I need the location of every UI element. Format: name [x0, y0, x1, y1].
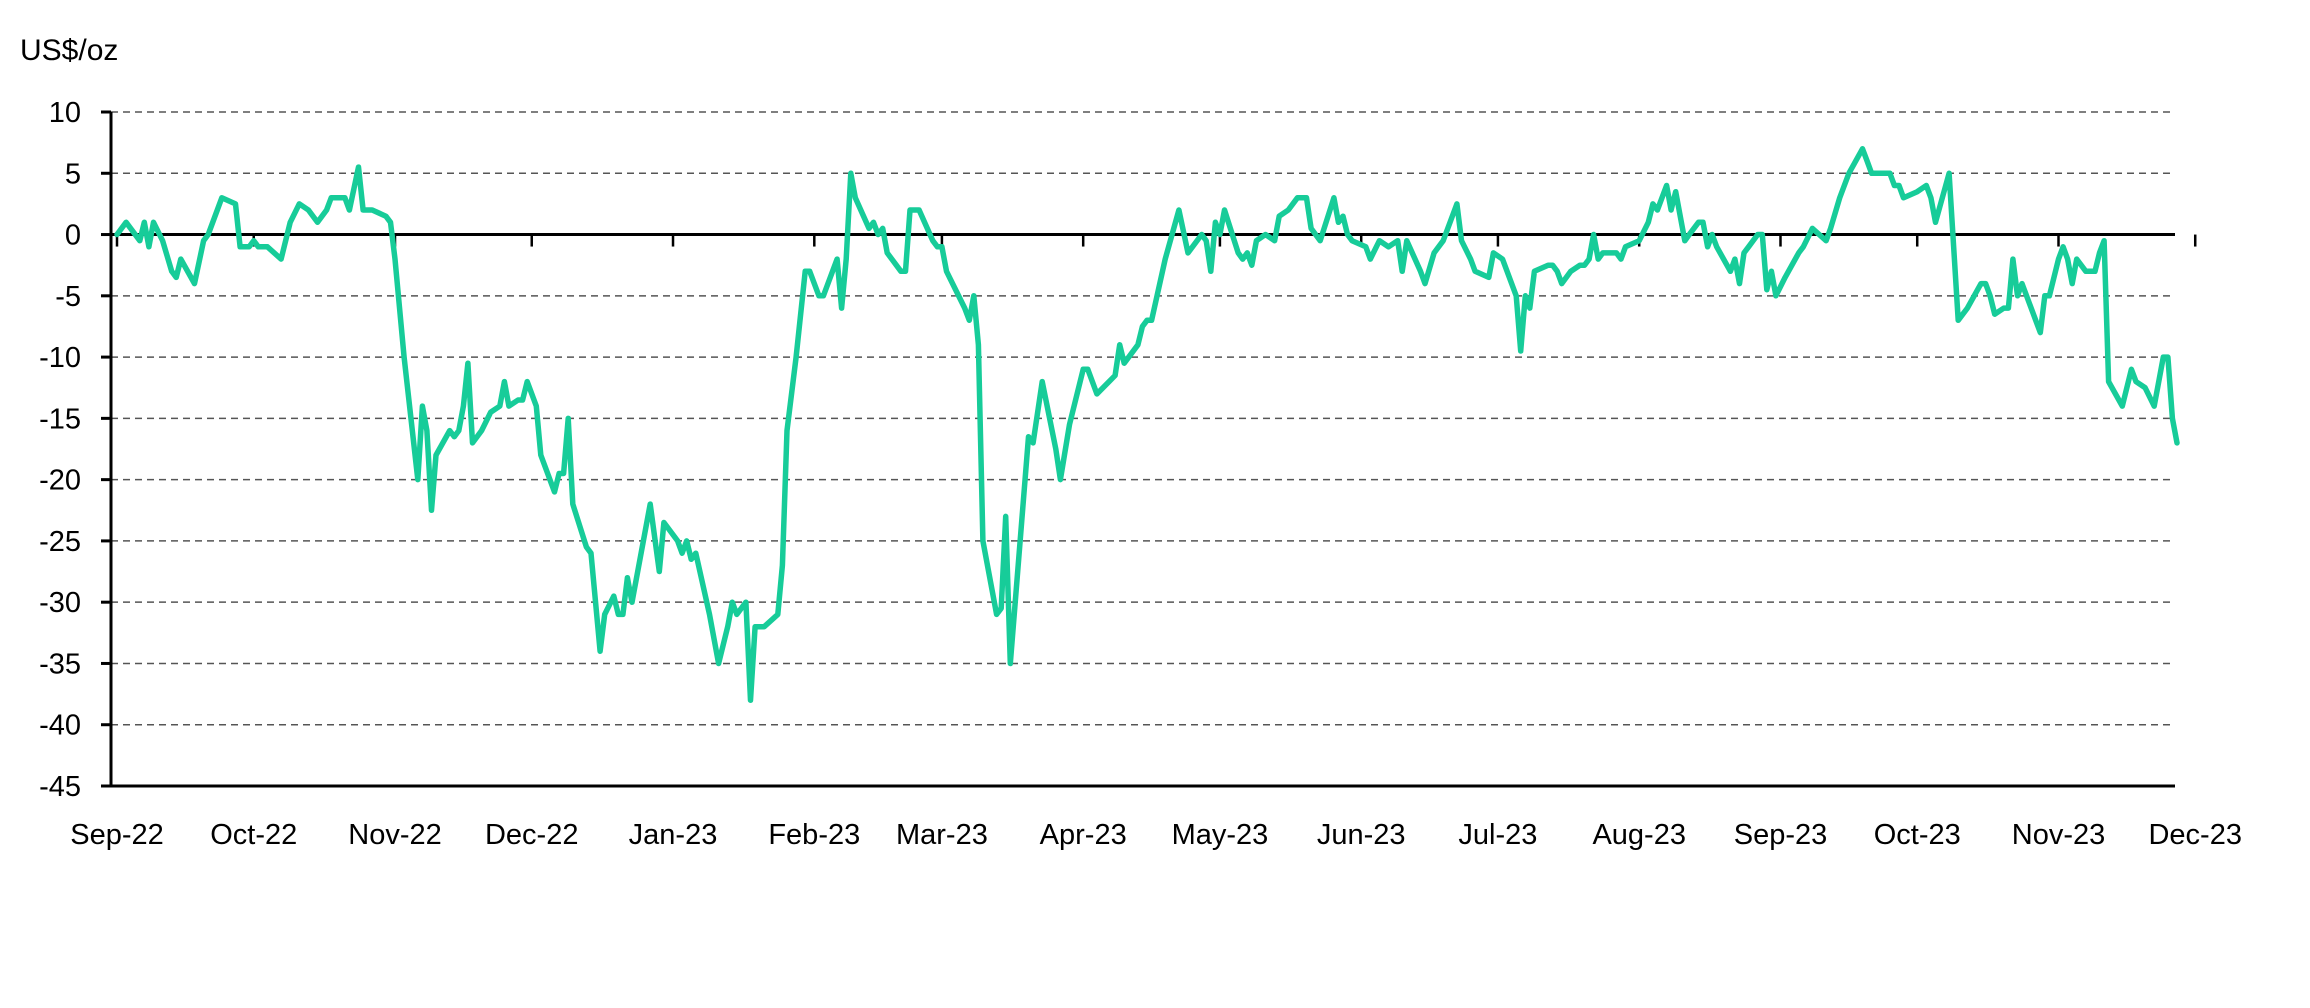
- y-tick-label: -35: [39, 648, 81, 680]
- y-tick-label: 10: [49, 97, 81, 129]
- x-tick-labels: Sep-22 Oct-22 Nov-22 Dec-22 Jan-23 Feb-23 Mar-…: [70, 819, 2242, 851]
- x-tick-label: Dec-23: [2148, 819, 2242, 851]
- x-tick-label: Aug-23: [1592, 819, 1686, 851]
- x-tick-label: Apr-23: [1040, 819, 1127, 851]
- x-tick-label: Dec-22: [485, 819, 579, 851]
- y-tick-label: 5: [65, 158, 81, 190]
- y-axis-unit-label: US$/oz: [20, 34, 119, 67]
- y-tick-label: -40: [39, 710, 81, 742]
- x-tick-label: Sep-23: [1734, 819, 1828, 851]
- y-tick-label: -5: [55, 281, 81, 313]
- x-tick-label: Sep-22: [70, 819, 164, 851]
- y-tick-label: -45: [39, 771, 81, 803]
- x-tick-label: Jul-23: [1458, 819, 1537, 851]
- y-tick-label: -15: [39, 403, 81, 435]
- x-tick-label: Nov-22: [348, 819, 442, 851]
- y-tick-label: -10: [39, 342, 81, 374]
- series-line: [114, 146, 2180, 703]
- x-tick-label: Oct-22: [210, 819, 297, 851]
- gridlines: [111, 111, 2175, 726]
- x-tick-label: Nov-23: [2012, 819, 2106, 851]
- y-tick-labels: 10 5 0 -5 -10 -15 -20 -25 -30 -35 -40 -45: [39, 97, 81, 803]
- x-tick-label: Oct-23: [1874, 819, 1961, 851]
- y-tick-label: -30: [39, 587, 81, 619]
- x-tick-label: May-23: [1172, 819, 1269, 851]
- y-tick-label: 0: [65, 220, 81, 252]
- x-tick-label: Feb-23: [768, 819, 860, 851]
- x-tick-label: Jan-23: [629, 819, 718, 851]
- x-tick-label: Jun-23: [1317, 819, 1406, 851]
- y-tick-label: -20: [39, 465, 81, 497]
- series-layer: [114, 146, 2180, 703]
- y-tick-label: -25: [39, 526, 81, 558]
- x-tick-label: Mar-23: [896, 819, 988, 851]
